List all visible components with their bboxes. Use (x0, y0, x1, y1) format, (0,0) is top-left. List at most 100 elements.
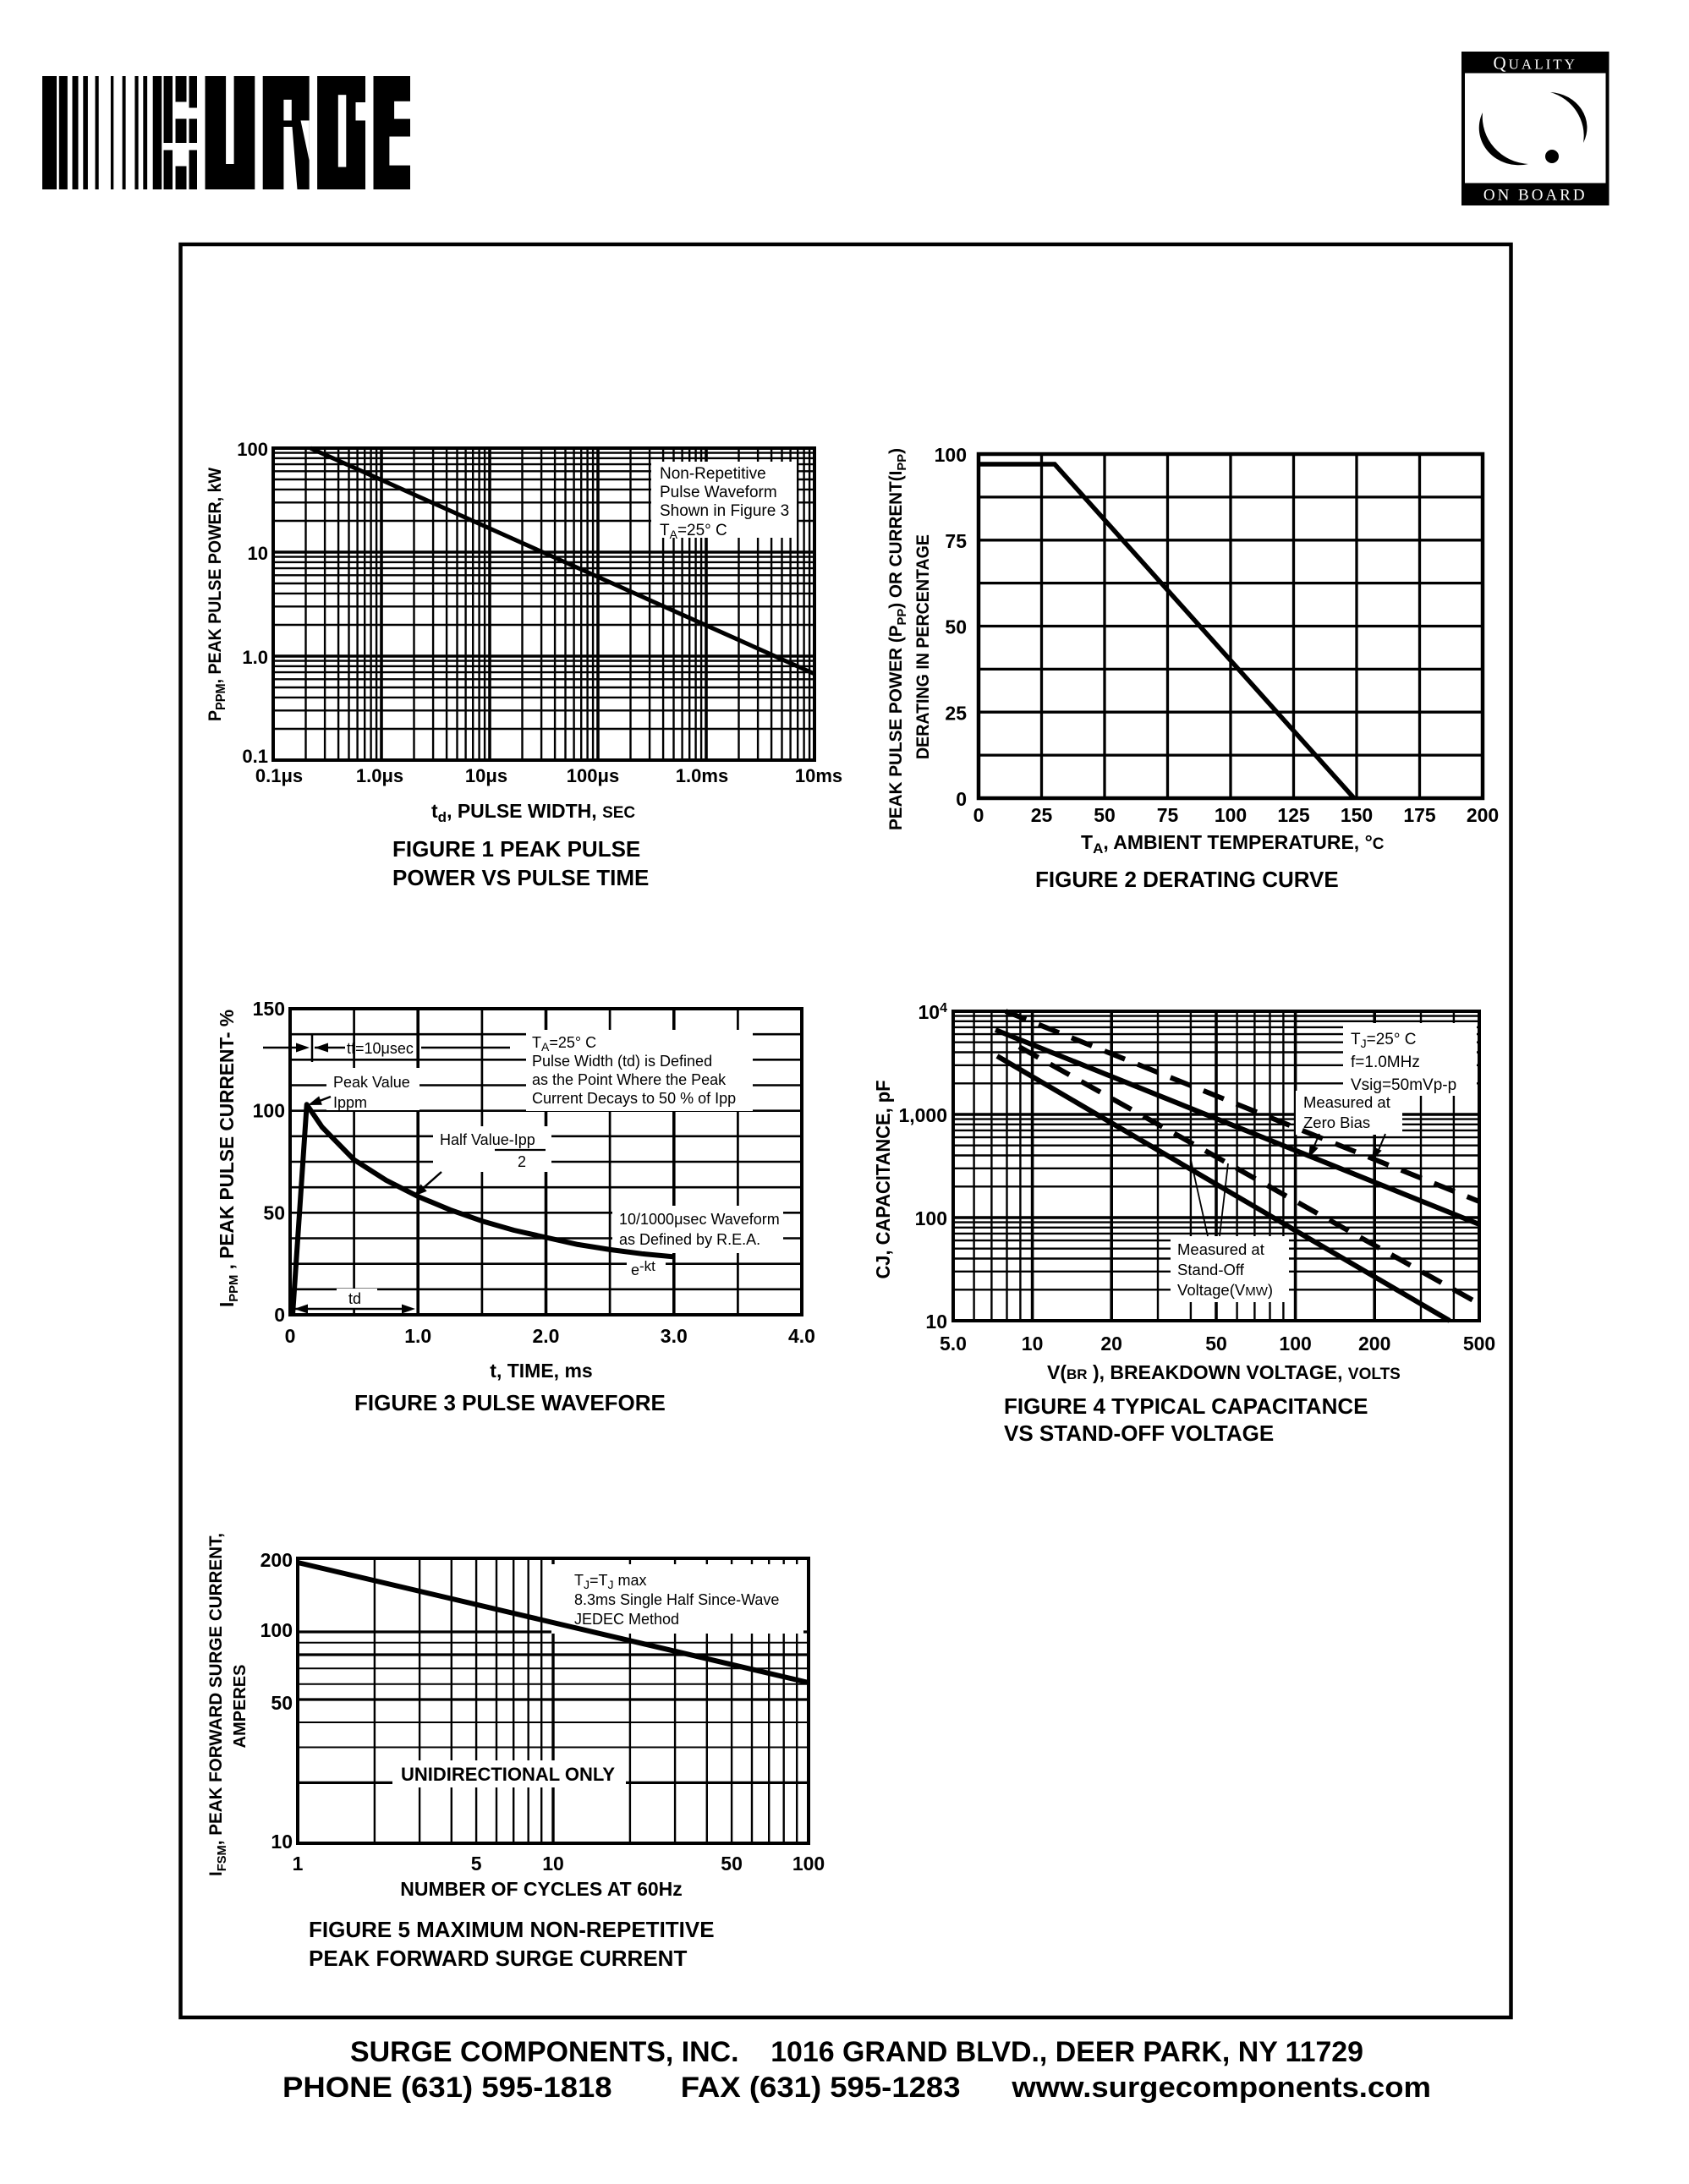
svg-text:100: 100 (1215, 804, 1247, 826)
svg-text:PEAK FORWARD SURGE CURRENT: PEAK FORWARD SURGE CURRENT (309, 1946, 687, 1971)
svg-text:Shown in Figure 3: Shown in Figure 3 (660, 502, 789, 520)
svg-text:10: 10 (1022, 1333, 1044, 1355)
svg-text:FIGURE 1 PEAK PULSE: FIGURE 1 PEAK PULSE (392, 836, 640, 862)
svg-text:200: 200 (1467, 804, 1499, 826)
svg-text:104: 104 (919, 1001, 948, 1023)
svg-text:50: 50 (1205, 1333, 1227, 1355)
svg-text:QUALITY: QUALITY (1493, 53, 1577, 74)
svg-text:500: 500 (1463, 1333, 1495, 1355)
svg-text:Non-Repetitive: Non-Repetitive (660, 465, 766, 483)
svg-text:1.0: 1.0 (242, 647, 268, 668)
svg-text:5: 5 (471, 1853, 482, 1875)
svg-text:f=1.0MHz: f=1.0MHz (1351, 1054, 1420, 1071)
svg-text:IPPM , PEAK PULSE CURRENT- %: IPPM , PEAK PULSE CURRENT- % (216, 1010, 241, 1307)
svg-text:8.3ms Single Half Since-Wave: 8.3ms Single Half Since-Wave (574, 1591, 779, 1608)
svg-text:POWER VS PULSE TIME: POWER VS PULSE TIME (392, 865, 649, 890)
svg-text:150: 150 (253, 998, 285, 1020)
svg-text:10: 10 (542, 1853, 564, 1875)
svg-text:AMPERES: AMPERES (231, 1665, 250, 1749)
svg-text:10μs: 10μs (465, 765, 507, 786)
svg-text:0: 0 (285, 1325, 296, 1347)
svg-text:Vsig=50mVp-p: Vsig=50mVp-p (1351, 1076, 1456, 1094)
svg-text:50: 50 (721, 1853, 743, 1875)
svg-text:25: 25 (1031, 804, 1053, 826)
svg-text:200: 200 (260, 1549, 293, 1571)
svg-text:FIGURE 5 MAXIMUM NON-REPETITIV: FIGURE 5 MAXIMUM NON-REPETITIVE (309, 1917, 715, 1942)
svg-text:4.0: 4.0 (788, 1325, 815, 1347)
svg-text:10/1000μsec Waveform: 10/1000μsec Waveform (619, 1211, 780, 1228)
svg-text:1.0: 1.0 (404, 1325, 431, 1347)
svg-text:0: 0 (274, 1304, 285, 1326)
svg-text:10: 10 (925, 1311, 947, 1333)
svg-text:Stand-Off: Stand-Off (1177, 1261, 1245, 1278)
svg-text:PPPM, PEAK PULSE POWER, kW: PPPM, PEAK PULSE POWER, kW (205, 467, 228, 721)
svg-text:as Defined by R.E.A.: as Defined by R.E.A. (619, 1231, 760, 1248)
svg-text:50: 50 (263, 1201, 285, 1223)
svg-text:100: 100 (792, 1853, 825, 1875)
svg-text:75: 75 (1157, 804, 1179, 826)
svg-text:0: 0 (973, 804, 984, 826)
svg-text:2.0: 2.0 (533, 1325, 560, 1347)
svg-text:1: 1 (293, 1853, 304, 1875)
svg-text:2: 2 (518, 1153, 526, 1170)
svg-text:V(BR ), BREAKDOWN VOLTAGE, VO: V(BR ), BREAKDOWN VOLTAGE, VOLTS (1047, 1361, 1401, 1383)
svg-text:SURGE COMPONENTS, INC. 1016: SURGE COMPONENTS, INC. 1016 GRAND BLVD.,… (350, 2036, 1363, 2068)
svg-text:100: 100 (935, 444, 967, 466)
svg-text:100μs: 100μs (567, 765, 619, 786)
svg-text:100: 100 (237, 439, 268, 460)
svg-text:FIGURE 3 PULSE WAVEFORE: FIGURE 3 PULSE WAVEFORE (354, 1390, 666, 1415)
svg-text:0.1μs: 0.1μs (255, 765, 303, 786)
svg-text:ON BOARD: ON BOARD (1483, 187, 1588, 205)
svg-text:100: 100 (253, 1100, 285, 1122)
svg-text:1,000: 1,000 (898, 1104, 947, 1126)
svg-text:100: 100 (260, 1619, 293, 1641)
svg-text:tf=10μsec: tf=10μsec (347, 1040, 414, 1057)
svg-text:PHONE (631) 595-1818 FA: PHONE (631) 595-1818 FAX (631) 595-1283 … (282, 2072, 1431, 2104)
svg-text:Current Decays to 50 % of Ipp: Current Decays to 50 % of Ipp (532, 1090, 736, 1107)
svg-text:50: 50 (945, 616, 967, 638)
svg-text:Pulse Width (td) is Defined: Pulse Width (td) is Defined (532, 1053, 712, 1070)
svg-text:TA, AMBIENT TEMPERATURE, °C: TA, AMBIENT TEMPERATURE, °C (1081, 831, 1385, 857)
svg-text:Measured at: Measured at (1303, 1093, 1390, 1111)
svg-text:1.0ms: 1.0ms (676, 765, 728, 786)
svg-text:50: 50 (271, 1692, 293, 1714)
svg-text:Ippm: Ippm (333, 1094, 367, 1111)
svg-text:Zero Bias: Zero Bias (1303, 1114, 1370, 1131)
svg-text:CJ, CAPACITANCE, pF: CJ, CAPACITANCE, pF (872, 1081, 894, 1279)
svg-text:5.0: 5.0 (940, 1333, 967, 1355)
svg-text:Measured at: Measured at (1177, 1240, 1264, 1258)
svg-text:VS STAND-OFF VOLTAGE: VS STAND-OFF VOLTAGE (1004, 1420, 1274, 1446)
svg-text:3.0: 3.0 (661, 1325, 688, 1347)
svg-text:0: 0 (956, 788, 967, 810)
svg-text:FIGURE 2 DERATING CURVE: FIGURE 2 DERATING CURVE (1035, 867, 1339, 892)
svg-text:DERATING IN PERCENTAGE: DERATING IN PERCENTAGE (913, 534, 933, 759)
svg-text:10ms: 10ms (795, 765, 842, 786)
svg-text:20: 20 (1100, 1333, 1122, 1355)
svg-text:TJ=25° C: TJ=25° C (1351, 1031, 1416, 1050)
svg-text:Peak Value: Peak Value (333, 1074, 410, 1091)
svg-text:UNIDIRECTIONAL ONLY: UNIDIRECTIONAL ONLY (401, 1764, 615, 1785)
svg-text:1.0μs: 1.0μs (356, 765, 403, 786)
svg-text:IFSM, PEAK FORWARD SURGE CU: IFSM, PEAK FORWARD SURGE CURRENT, (206, 1533, 229, 1876)
svg-text:200: 200 (1358, 1333, 1390, 1355)
svg-text:125: 125 (1277, 804, 1310, 826)
svg-text:0.1: 0.1 (242, 746, 268, 767)
svg-text:FIGURE 4 TYPICAL CAPACITANCE: FIGURE 4 TYPICAL CAPACITANCE (1004, 1393, 1368, 1419)
svg-text:10: 10 (248, 543, 268, 564)
svg-text:50: 50 (1094, 804, 1116, 826)
svg-text:TJ=TJ max: TJ=TJ max (574, 1572, 647, 1591)
svg-text:175: 175 (1403, 804, 1436, 826)
svg-text:Pulse Waveform: Pulse Waveform (660, 484, 777, 501)
svg-text:150: 150 (1341, 804, 1373, 826)
svg-text:td, PULSE WIDTH, SEC: td, PULSE WIDTH, SEC (431, 800, 635, 825)
svg-text:75: 75 (945, 530, 967, 552)
svg-text:td: td (348, 1290, 361, 1307)
svg-text:Voltage(VMW): Voltage(VMW) (1177, 1281, 1273, 1299)
svg-text:10: 10 (271, 1831, 293, 1853)
svg-text:100: 100 (1279, 1333, 1311, 1355)
svg-text:JEDEC Method: JEDEC Method (574, 1611, 679, 1628)
svg-text:25: 25 (945, 702, 967, 724)
svg-text:NUMBER OF CYCLES AT 60Hz: NUMBER OF CYCLES AT 60Hz (400, 1878, 683, 1900)
svg-text:as the Point Where the Peak: as the Point Where the Peak (532, 1071, 727, 1088)
svg-text:PEAK PULSE POWER (PPP) OR CURR: PEAK PULSE POWER (PPP) OR CURRENT(IPP) (886, 448, 909, 830)
